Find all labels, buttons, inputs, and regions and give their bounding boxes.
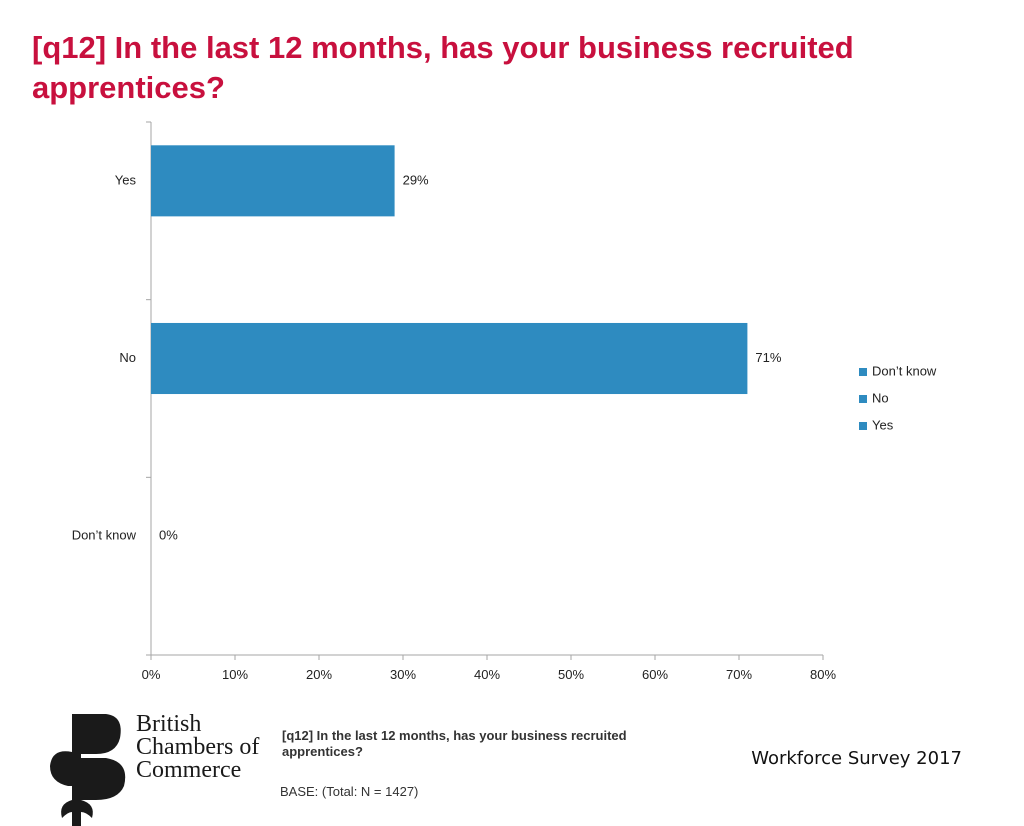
x-tick-label: 40% [474, 667, 500, 682]
x-tick-label: 0% [142, 667, 161, 682]
data-label: 0% [159, 528, 178, 543]
bcc-logo: British Chambers of Commerce [50, 711, 259, 826]
bar [151, 145, 395, 217]
page-title: [q12] In the last 12 months, has your bu… [32, 30, 854, 105]
legend-label: Don’t know [872, 363, 937, 378]
bcc-logo-text-3: Commerce [136, 757, 241, 783]
bcc-logo-text-2: Chambers of [136, 734, 259, 760]
data-label: 71% [755, 350, 781, 365]
chart-bars [151, 145, 748, 395]
x-tick-label: 30% [390, 667, 416, 682]
survey-name: Workforce Survey 2017 [751, 748, 962, 769]
x-tick-label: 20% [306, 667, 332, 682]
x-tick-label: 50% [558, 667, 584, 682]
legend-label: Yes [872, 417, 894, 432]
bar [151, 322, 748, 395]
bcc-logo-text-1: British [136, 711, 201, 737]
footer-question: [q12] In the last 12 months, has your bu… [282, 728, 627, 759]
x-tick-label: 10% [222, 667, 248, 682]
data-label: 29% [403, 172, 429, 187]
legend-swatch [859, 422, 867, 430]
footer-base: BASE: (Total: N = 1427) [280, 784, 419, 799]
chart-axes: 0% 10% 20% 30% 40% 50% 60% 70% 80% Yes No Don’t kno… [72, 121, 836, 682]
y-tick-label: Yes [115, 172, 137, 187]
legend-swatch [859, 368, 867, 376]
chart-data-labels: 29% 71% 0% [159, 172, 782, 542]
legend-swatch [859, 395, 867, 403]
x-tick-label: 80% [810, 667, 836, 682]
y-tick-label: Don’t know [72, 528, 137, 543]
legend-label: No [872, 390, 889, 405]
chart-legend: Don’t know No Yes [859, 363, 937, 432]
bcc-logo-mark [50, 714, 126, 826]
x-tick-label: 70% [726, 667, 752, 682]
y-tick-label: No [119, 350, 136, 365]
x-tick-label: 60% [642, 667, 668, 682]
